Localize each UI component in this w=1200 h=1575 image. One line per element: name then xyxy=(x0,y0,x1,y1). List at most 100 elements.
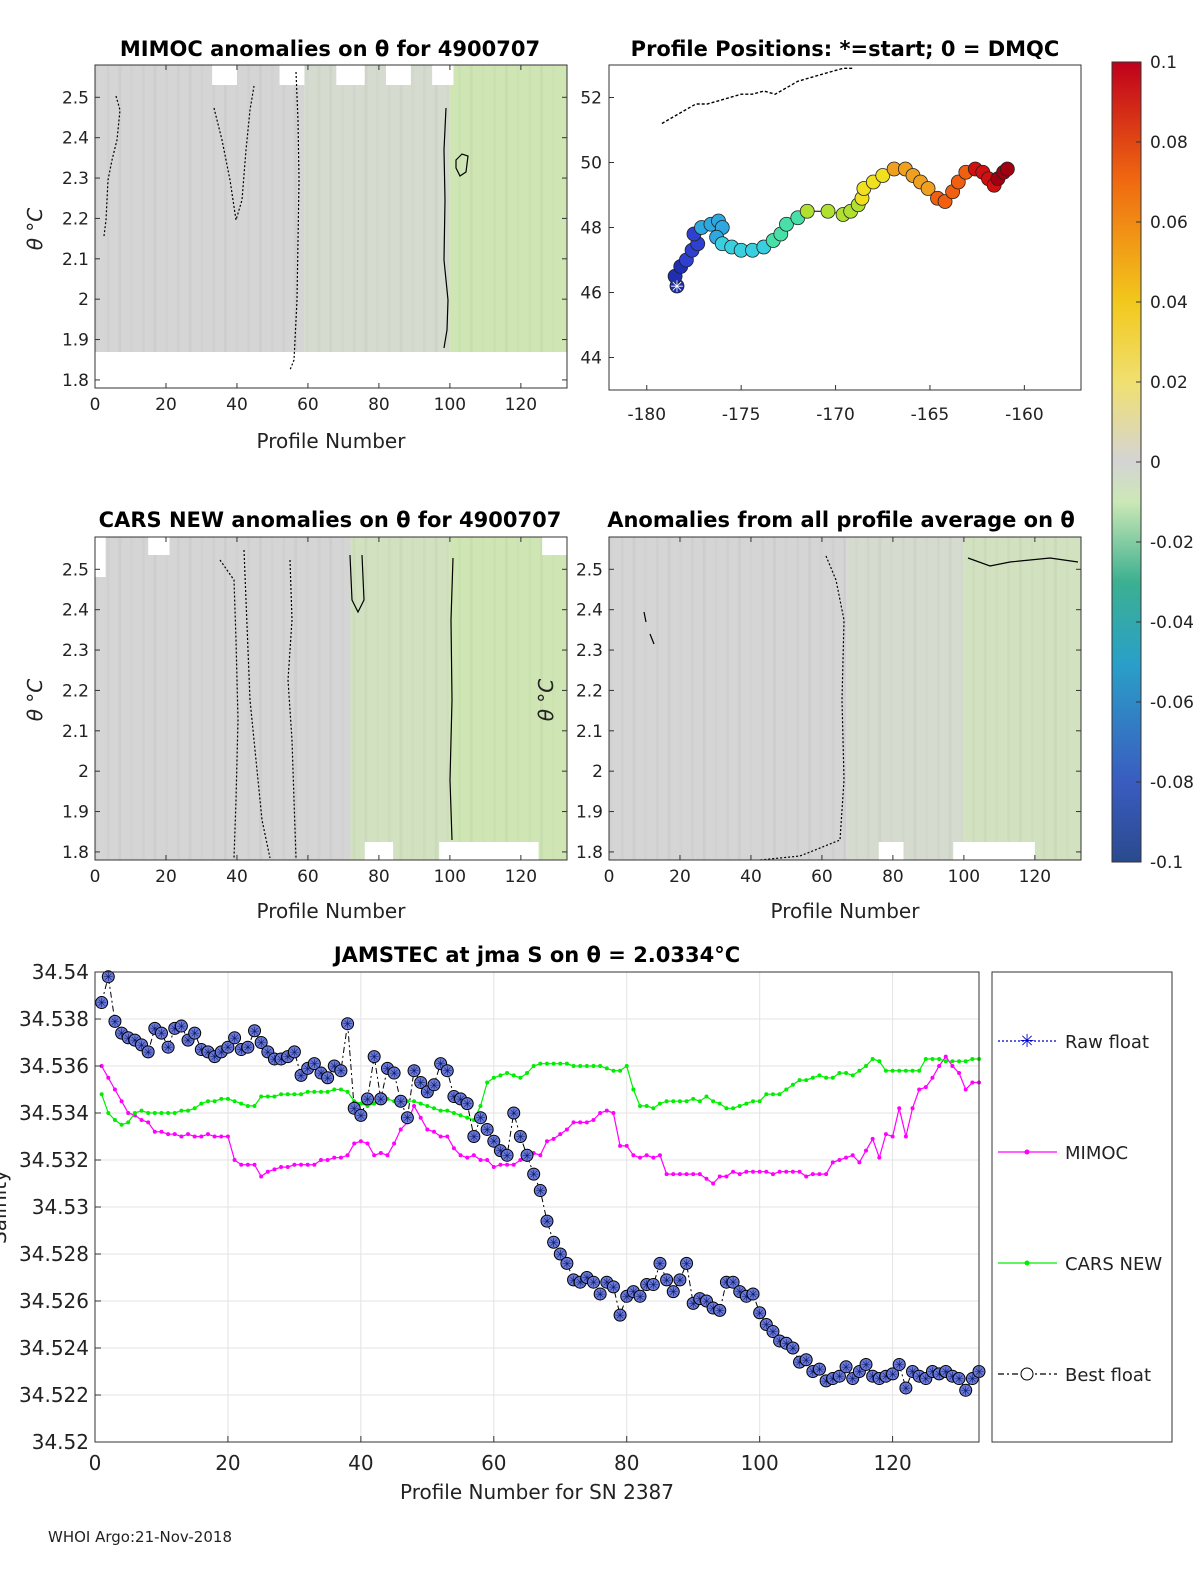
y-tick-label: 34.524 xyxy=(19,1336,89,1360)
raw-float-point: ✳ xyxy=(888,1367,898,1381)
colorbar-tick-label: 0.04 xyxy=(1150,293,1188,313)
mimoc-point xyxy=(212,1134,217,1139)
profile-stripe xyxy=(517,65,520,388)
salinity-ylabel: Salinity xyxy=(0,1170,11,1244)
profile-stripe xyxy=(435,537,438,860)
profile-stripe xyxy=(878,537,881,860)
y-tick-label: 1.8 xyxy=(62,843,89,863)
mimoc-point xyxy=(265,1169,270,1174)
y-tick-label: 50 xyxy=(580,154,602,174)
allavg-contour-solid xyxy=(643,611,655,645)
raw-float-point: ✳ xyxy=(535,1184,545,1198)
mimoc-point xyxy=(358,1139,363,1144)
best-float-point xyxy=(361,1092,375,1106)
best-float-point xyxy=(586,1275,600,1289)
mimoc-contour-dotted xyxy=(289,71,300,371)
cars-point xyxy=(265,1094,270,1099)
profile-position-point xyxy=(875,168,891,183)
mimoc-point xyxy=(518,1158,523,1162)
best-float-point xyxy=(952,1372,966,1386)
x-tick-label: 80 xyxy=(368,867,390,887)
allavg-title: Anomalies from all profile average on θ xyxy=(607,508,1075,532)
raw-float-point: ✳ xyxy=(821,1374,831,1388)
x-tick-label: 120 xyxy=(505,395,537,415)
y-tick-label: 1.9 xyxy=(62,331,89,351)
raw-float-point: ✳ xyxy=(868,1370,878,1384)
mimoc-point xyxy=(491,1165,496,1170)
profile-stripe xyxy=(200,65,203,388)
best-float-point xyxy=(287,1045,301,1059)
raw-float-point: ✳ xyxy=(848,1372,858,1386)
mimoc-point xyxy=(571,1120,576,1125)
raw-float-point: ✳ xyxy=(908,1365,918,1379)
mimoc-point xyxy=(877,1155,882,1160)
cars-point xyxy=(558,1061,563,1066)
cars-point xyxy=(850,1073,855,1078)
profile-stripe xyxy=(750,537,753,860)
profile-stripe xyxy=(341,537,344,860)
profile-stripe xyxy=(271,537,274,860)
profile-stripe xyxy=(411,537,414,860)
cars-point xyxy=(299,1092,304,1097)
raw-float-point: ✳ xyxy=(110,1015,120,1029)
mimoc-point xyxy=(890,1134,895,1139)
profile-stripe xyxy=(142,537,145,860)
mimoc-point xyxy=(558,1132,563,1137)
cars-point xyxy=(917,1068,922,1073)
profile-stripe xyxy=(446,537,449,860)
mimoc-point xyxy=(731,1169,736,1174)
cars-point xyxy=(897,1068,902,1073)
best-float-point xyxy=(248,1024,262,1038)
raw-float-point: ✳ xyxy=(921,1372,931,1386)
cars-point xyxy=(571,1064,576,1068)
mimoc-point xyxy=(744,1169,749,1174)
salinity-plot: ✳✳✳✳✳✳✳✳✳✳✳✳✳✳✳✳✳✳✳✳✳✳✳✳✳✳✳✳✳✳✳✳✳✳✳✳✳✳✳✳… xyxy=(95,970,986,1398)
profile-stripe xyxy=(481,537,484,860)
mimoc-point xyxy=(618,1143,623,1148)
x-tick-label: 100 xyxy=(741,1451,779,1475)
colorbar-tick-label: -0.08 xyxy=(1150,773,1194,793)
cars-point xyxy=(525,1071,530,1076)
profile-stripe xyxy=(271,65,274,388)
mimoc-point xyxy=(425,1127,430,1132)
raw-float-point: ✳ xyxy=(708,1302,718,1316)
y-tick-label: 1.8 xyxy=(576,843,603,863)
mimoc-point xyxy=(923,1085,928,1090)
raw-float-point: ✳ xyxy=(382,1062,392,1076)
profile-stripe xyxy=(552,65,555,388)
profile-stripe xyxy=(714,537,717,860)
profile-stripe xyxy=(282,65,285,388)
raw-float-point: ✳ xyxy=(156,1027,166,1041)
mimoc-point xyxy=(943,1054,948,1059)
cars-point xyxy=(192,1106,197,1111)
raw-float-point: ✳ xyxy=(495,1144,505,1158)
raw-float-point: ✳ xyxy=(934,1367,944,1381)
raw-float-point: ✳ xyxy=(196,1043,206,1057)
colorbar-tick-label: 0.06 xyxy=(1150,213,1188,233)
raw-float-point: ✳ xyxy=(230,1031,240,1045)
profile-stripe xyxy=(984,537,987,860)
raw-float-point: ✳ xyxy=(170,1022,180,1036)
profile-stripe xyxy=(540,65,543,388)
cars-point xyxy=(438,1108,443,1113)
mimoc-point xyxy=(252,1162,257,1167)
anomaly-band xyxy=(846,537,964,860)
mimoc-point xyxy=(677,1172,682,1177)
cars-contour-solid xyxy=(349,554,365,614)
x-tick-label: 20 xyxy=(155,395,177,415)
salinity-panel: JAMSTEC at jma S on θ = 2.0334°C ✳✳✳✳✳✳✳… xyxy=(0,943,1173,1504)
mimoc-contour-dotted xyxy=(213,85,255,221)
mimoc-point xyxy=(505,1162,510,1167)
raw-float-point: ✳ xyxy=(881,1370,891,1384)
best-float-point xyxy=(832,1369,846,1383)
cars-point xyxy=(598,1064,603,1068)
profile-stripe xyxy=(294,537,297,860)
mimoc-point xyxy=(225,1134,230,1139)
profile-stripe xyxy=(1054,537,1057,860)
mimoc-point xyxy=(239,1162,244,1167)
raw-float-point: ✳ xyxy=(675,1273,685,1287)
mimoc-point xyxy=(318,1158,323,1162)
cars-point xyxy=(491,1075,496,1080)
raw-float-point: ✳ xyxy=(834,1370,844,1384)
profile-stripe xyxy=(505,537,508,860)
